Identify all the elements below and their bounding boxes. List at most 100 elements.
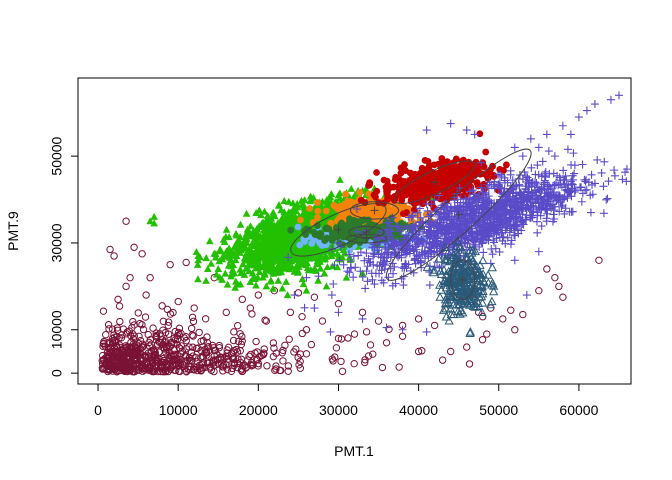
data-point bbox=[129, 330, 137, 338]
data-point bbox=[142, 359, 150, 368]
data-point bbox=[294, 223, 302, 231]
data-point bbox=[294, 289, 303, 297]
data-point bbox=[517, 217, 526, 226]
data-point bbox=[364, 352, 373, 360]
data-point bbox=[290, 348, 298, 356]
data-point bbox=[358, 272, 367, 281]
data-point bbox=[349, 252, 358, 261]
data-point bbox=[211, 253, 220, 261]
data-point bbox=[149, 324, 157, 332]
data-point bbox=[397, 164, 405, 172]
data-point bbox=[236, 265, 245, 273]
data-point bbox=[370, 280, 379, 289]
data-point bbox=[266, 221, 274, 229]
data-point bbox=[131, 360, 140, 368]
data-point bbox=[285, 256, 294, 264]
data-point bbox=[327, 252, 336, 260]
data-point bbox=[490, 172, 498, 180]
data-point bbox=[139, 343, 147, 351]
data-point bbox=[167, 363, 176, 372]
data-point bbox=[552, 180, 561, 189]
data-point bbox=[582, 185, 591, 194]
data-point bbox=[497, 199, 506, 208]
data-point bbox=[533, 228, 542, 237]
data-point bbox=[409, 173, 417, 181]
data-point bbox=[227, 367, 236, 375]
data-point bbox=[570, 187, 579, 196]
series-s1 bbox=[98, 217, 603, 376]
data-point bbox=[220, 252, 229, 260]
data-point bbox=[210, 249, 219, 257]
data-point bbox=[347, 184, 356, 192]
data-point bbox=[222, 352, 230, 361]
data-point bbox=[336, 175, 344, 183]
data-point bbox=[478, 202, 487, 211]
data-point bbox=[173, 340, 181, 349]
data-point bbox=[408, 211, 417, 220]
data-point bbox=[392, 222, 401, 231]
data-point bbox=[151, 350, 159, 359]
data-point bbox=[409, 187, 416, 195]
data-point bbox=[158, 302, 166, 310]
data-point bbox=[508, 201, 517, 210]
data-point bbox=[272, 256, 281, 264]
data-point bbox=[239, 260, 247, 268]
data-point bbox=[559, 293, 567, 301]
data-point bbox=[236, 330, 244, 338]
data-point bbox=[327, 291, 336, 300]
data-point bbox=[437, 228, 446, 237]
data-point bbox=[316, 264, 325, 272]
data-point bbox=[395, 227, 404, 236]
data-point bbox=[135, 332, 143, 340]
data-point bbox=[481, 230, 490, 239]
data-point bbox=[186, 363, 194, 371]
data-point bbox=[392, 173, 400, 181]
data-point bbox=[216, 247, 224, 255]
data-point bbox=[618, 175, 627, 184]
data-point bbox=[492, 221, 501, 230]
data-point bbox=[313, 241, 321, 249]
data-point bbox=[382, 339, 391, 347]
data-point bbox=[411, 254, 420, 263]
data-point bbox=[233, 363, 241, 372]
data-point bbox=[499, 211, 508, 220]
data-point bbox=[104, 354, 112, 362]
data-point bbox=[599, 182, 608, 191]
data-point bbox=[237, 366, 246, 374]
data-point bbox=[326, 193, 335, 201]
data-point bbox=[167, 351, 175, 359]
data-point bbox=[283, 244, 292, 252]
data-point bbox=[452, 165, 460, 173]
data-point bbox=[337, 357, 345, 366]
data-point bbox=[511, 220, 520, 229]
data-point bbox=[153, 340, 162, 348]
data-point bbox=[345, 268, 354, 277]
data-point bbox=[281, 231, 289, 239]
data-point bbox=[402, 260, 411, 269]
data-point bbox=[450, 187, 458, 195]
data-point bbox=[229, 336, 238, 345]
data-point bbox=[402, 180, 410, 188]
data-point bbox=[410, 247, 419, 256]
data-point bbox=[222, 225, 231, 233]
data-point bbox=[269, 230, 278, 238]
data-point bbox=[531, 178, 540, 187]
data-point bbox=[490, 229, 499, 238]
data-point bbox=[231, 256, 240, 264]
data-point bbox=[314, 207, 322, 215]
data-point bbox=[314, 214, 321, 222]
data-point bbox=[201, 315, 210, 323]
data-point bbox=[374, 250, 383, 259]
data-point bbox=[334, 191, 343, 199]
data-point bbox=[346, 215, 353, 223]
data-point bbox=[108, 334, 117, 343]
data-point bbox=[392, 202, 400, 209]
data-point bbox=[451, 205, 460, 214]
data-point bbox=[427, 218, 436, 227]
data-point bbox=[307, 340, 316, 349]
data-point bbox=[224, 355, 232, 363]
data-point bbox=[496, 223, 505, 232]
data-point bbox=[113, 368, 121, 376]
data-point bbox=[164, 330, 173, 338]
data-point bbox=[159, 317, 168, 325]
